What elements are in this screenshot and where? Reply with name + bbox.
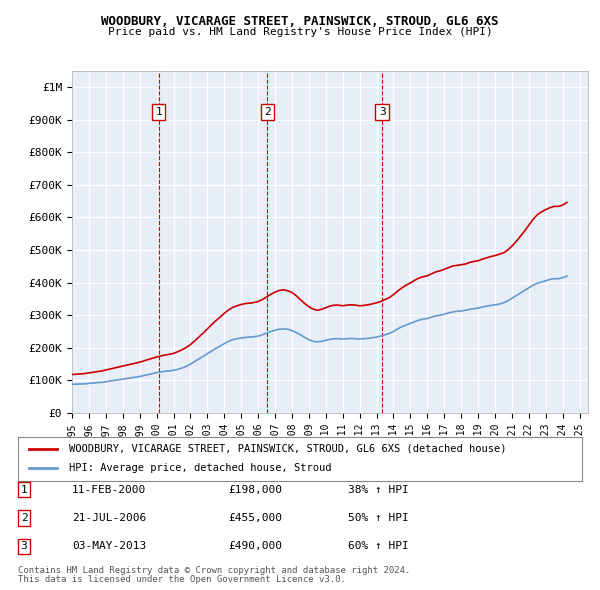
Text: 2: 2 (264, 107, 271, 117)
Text: 03-MAY-2013: 03-MAY-2013 (72, 542, 146, 551)
Text: 3: 3 (20, 542, 28, 551)
Text: This data is licensed under the Open Government Licence v3.0.: This data is licensed under the Open Gov… (18, 575, 346, 584)
Text: 60% ↑ HPI: 60% ↑ HPI (348, 542, 409, 551)
Text: WOODBURY, VICARAGE STREET, PAINSWICK, STROUD, GL6 6XS: WOODBURY, VICARAGE STREET, PAINSWICK, ST… (101, 15, 499, 28)
Text: 50% ↑ HPI: 50% ↑ HPI (348, 513, 409, 523)
Text: 21-JUL-2006: 21-JUL-2006 (72, 513, 146, 523)
Text: £455,000: £455,000 (228, 513, 282, 523)
Text: 2: 2 (20, 513, 28, 523)
Text: HPI: Average price, detached house, Stroud: HPI: Average price, detached house, Stro… (69, 464, 331, 473)
Text: £490,000: £490,000 (228, 542, 282, 551)
Text: 3: 3 (379, 107, 385, 117)
Text: 11-FEB-2000: 11-FEB-2000 (72, 485, 146, 494)
Text: WOODBURY, VICARAGE STREET, PAINSWICK, STROUD, GL6 6XS (detached house): WOODBURY, VICARAGE STREET, PAINSWICK, ST… (69, 444, 506, 454)
Text: £198,000: £198,000 (228, 485, 282, 494)
Text: 38% ↑ HPI: 38% ↑ HPI (348, 485, 409, 494)
Text: 1: 1 (155, 107, 162, 117)
Text: Price paid vs. HM Land Registry's House Price Index (HPI): Price paid vs. HM Land Registry's House … (107, 27, 493, 37)
Text: Contains HM Land Registry data © Crown copyright and database right 2024.: Contains HM Land Registry data © Crown c… (18, 566, 410, 575)
Text: 1: 1 (20, 485, 28, 494)
